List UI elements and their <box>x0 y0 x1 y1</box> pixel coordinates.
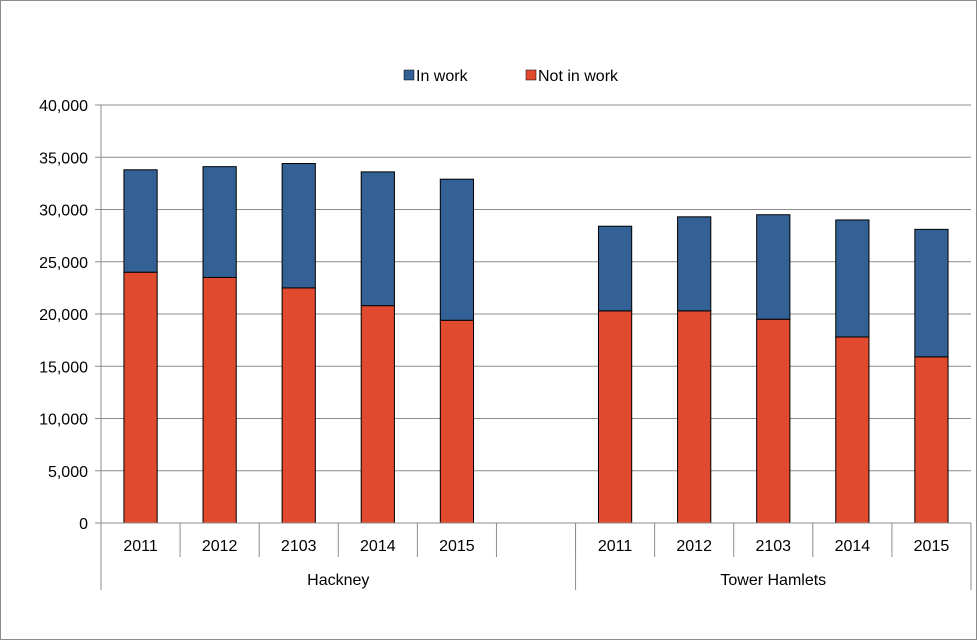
bar-in-work <box>123 169 158 273</box>
x-tick-label: 2012 <box>202 538 238 555</box>
group-label: Tower Hamlets <box>720 572 826 589</box>
x-tick-label: 2103 <box>281 538 317 555</box>
legend-swatch-not-in-work <box>525 69 537 81</box>
legend-swatch-in-work <box>403 69 415 81</box>
y-tick-label: 0 <box>79 516 88 533</box>
bar-not-in-work <box>202 276 237 524</box>
bar-in-work <box>597 225 633 312</box>
bar-in-work <box>756 214 791 320</box>
x-tick-label: 2015 <box>914 538 950 555</box>
y-tick-label: 30,000 <box>39 203 88 220</box>
group-label: Hackney <box>307 572 369 589</box>
y-tick-label: 40,000 <box>39 98 88 115</box>
legend-label: Not in work <box>538 68 619 85</box>
bar-not-in-work <box>439 319 475 524</box>
bar-not-in-work <box>677 310 712 524</box>
bar-not-in-work <box>835 336 870 524</box>
y-tick-label: 5,000 <box>48 464 88 481</box>
x-tick-label: 2011 <box>123 538 158 555</box>
legend-label: In work <box>416 68 469 85</box>
x-tick-label: 2014 <box>360 538 396 555</box>
bar-not-in-work <box>360 305 395 524</box>
bar-not-in-work <box>597 310 633 524</box>
bar-not-in-work <box>281 287 316 524</box>
x-tick-label: 2014 <box>835 538 871 555</box>
bar-in-work <box>202 166 237 278</box>
y-tick-label: 20,000 <box>39 307 88 324</box>
y-tick-label: 35,000 <box>39 150 88 167</box>
x-tick-label: 2012 <box>676 538 712 555</box>
bar-not-in-work <box>123 271 158 524</box>
x-tick-label: 2011 <box>598 538 633 555</box>
y-tick-label: 25,000 <box>39 255 88 272</box>
bar-in-work <box>281 163 316 289</box>
x-tick-label: 2015 <box>439 538 475 555</box>
bar-in-work <box>360 171 395 307</box>
bar-in-work <box>914 228 949 358</box>
y-tick-label: 15,000 <box>39 359 88 376</box>
bar-not-in-work <box>914 356 949 524</box>
bar-not-in-work <box>756 318 791 524</box>
bar-in-work <box>439 178 475 321</box>
x-tick-label: 2103 <box>755 538 791 555</box>
bar-in-work <box>835 219 870 338</box>
y-tick-label: 10,000 <box>39 412 88 429</box>
bar-in-work <box>677 216 712 312</box>
